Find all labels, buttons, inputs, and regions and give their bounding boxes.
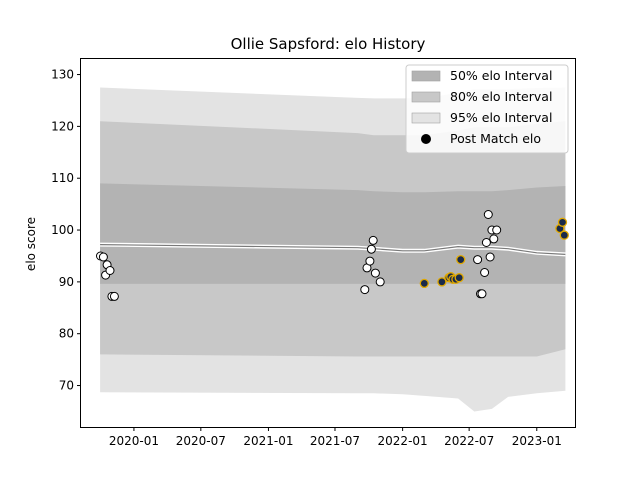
legend-marker — [421, 134, 431, 144]
chart-title: Ollie Sapsford: elo History — [231, 35, 426, 53]
data-point — [365, 256, 375, 266]
data-point — [485, 252, 495, 262]
legend-swatch — [411, 112, 441, 124]
data-point — [481, 238, 491, 247]
legend-label: 50% elo Interval — [450, 68, 552, 83]
interval-bands — [100, 87, 566, 412]
data-point — [483, 210, 493, 219]
y-tick-label: 80 — [59, 327, 74, 341]
x-tick-label: 2021-07 — [310, 434, 360, 448]
data-point — [105, 266, 115, 275]
y-tick-label: 90 — [59, 275, 74, 289]
legend-swatch — [411, 70, 441, 82]
y-tick-label: 70 — [59, 379, 74, 393]
legend-swatch — [411, 91, 441, 103]
data-point — [480, 268, 490, 277]
data-point — [492, 225, 502, 235]
y-axis-label: elo score — [24, 217, 38, 271]
data-point — [368, 235, 378, 245]
data-point — [375, 277, 385, 287]
data-point-highlighted — [419, 278, 429, 289]
y-tick-label: 130 — [51, 68, 74, 82]
legend-label: 95% elo Interval — [450, 110, 552, 125]
data-point — [473, 255, 483, 265]
y-tick-label: 120 — [51, 119, 74, 133]
data-point — [98, 252, 108, 262]
x-tick-label: 2021-01 — [243, 434, 293, 448]
data-point — [370, 268, 380, 278]
data-point-highlighted — [437, 277, 447, 287]
data-point — [366, 244, 376, 254]
x-tick-label: 2022-07 — [444, 434, 494, 448]
data-point-highlighted — [557, 217, 568, 227]
data-point-highlighted — [559, 230, 569, 240]
data-point — [109, 291, 119, 301]
x-axis: 2020-01 2020-07 2021-01 2021-07 2022-01 2022-… — [109, 427, 562, 448]
data-point-highlighted — [456, 254, 466, 265]
y-tick-label: 110 — [51, 171, 74, 185]
data-point — [477, 289, 487, 299]
legend: 50% elo Interval 80% elo Interval 95% elo … — [405, 64, 569, 154]
plot-frame — [80, 58, 576, 428]
data-point — [489, 234, 499, 244]
y-axis: 70 80 90 100 110 120 130 — [51, 68, 81, 393]
legend-box — [405, 64, 569, 154]
x-tick-label: 2020-01 — [109, 434, 159, 448]
y-tick-label: 100 — [51, 223, 74, 237]
x-tick-label: 2022-01 — [378, 434, 428, 448]
data-point-highlighted — [454, 273, 464, 283]
x-tick-label: 2023-01 — [512, 434, 562, 448]
x-tick-label: 2020-07 — [176, 434, 226, 448]
data-point — [360, 285, 370, 295]
post-match-points — [96, 210, 569, 301]
legend-label: 80% elo Interval — [450, 89, 552, 104]
legend-label: Post Match elo — [450, 131, 541, 146]
band-50 — [100, 183, 566, 284]
